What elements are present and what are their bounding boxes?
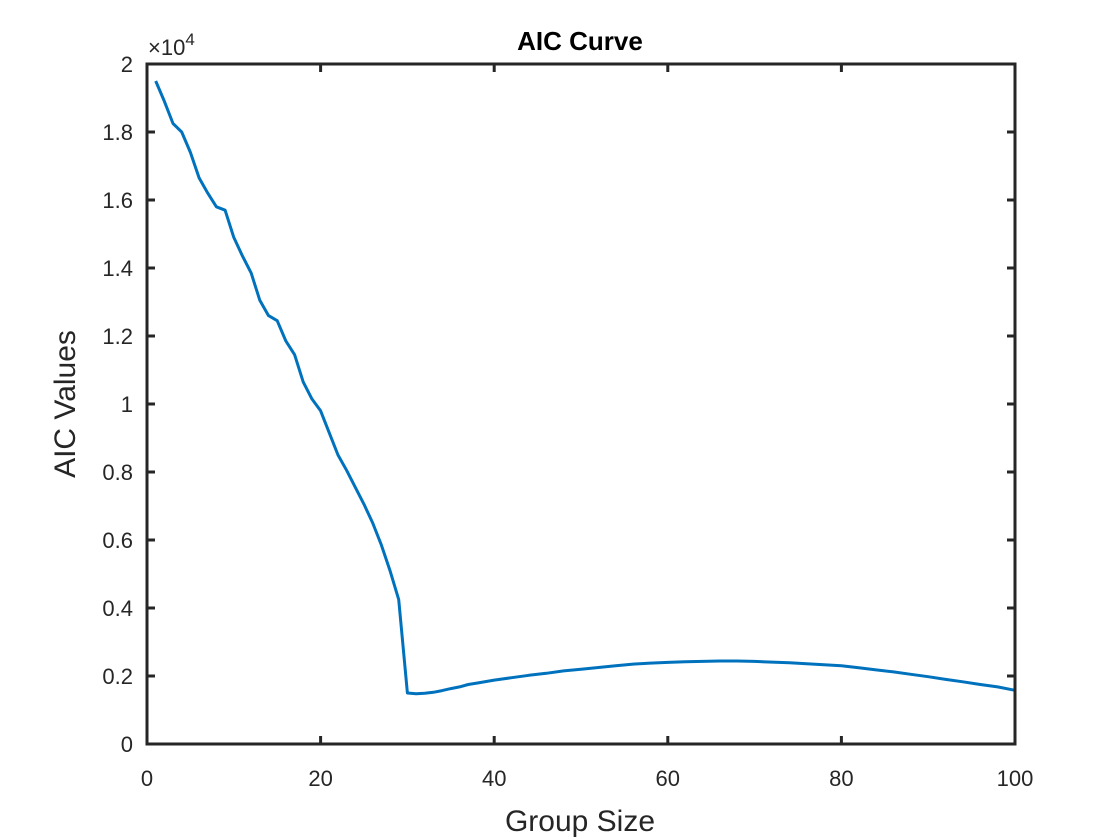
x-axis-title: Group Size [505,805,655,838]
y-tick-label: 0.2 [102,664,133,689]
axes-box [145,62,1017,746]
y-tick-label: 0 [121,732,133,757]
y-axis-title: AIC Values [49,330,82,478]
y-tick-label: 0.8 [102,460,133,485]
x-tick-label: 0 [141,766,153,791]
x-tick-label: 80 [829,766,853,791]
y-tick-label: 1.6 [102,188,133,213]
y-tick-label: 1 [121,392,133,417]
plot-area: 0 20 40 60 80 100 0 0.2 0.4 0.6 0.8 1 1.2 1.4 1.6 1.8 2 [102,52,1033,791]
y-exponent-base: ×10 [148,35,185,60]
y-tick-label: 1.8 [102,120,133,145]
y-tick-label: 1.2 [102,324,133,349]
y-tick-label: 0.4 [102,596,133,621]
y-exponent-power: 4 [185,30,194,49]
y-exponent-label: ×104 [148,30,195,60]
x-tick-label: 100 [997,766,1034,791]
y-tick-label: 1.4 [102,256,133,281]
x-tick-label: 60 [656,766,680,791]
y-tick-label: 2 [121,52,133,77]
x-tick-label: 40 [482,766,506,791]
x-tick-label: 20 [308,766,332,791]
aic-series-line [154,80,1016,696]
y-tick-label: 0.6 [102,528,133,553]
chart-title: AIC Curve [517,26,643,56]
